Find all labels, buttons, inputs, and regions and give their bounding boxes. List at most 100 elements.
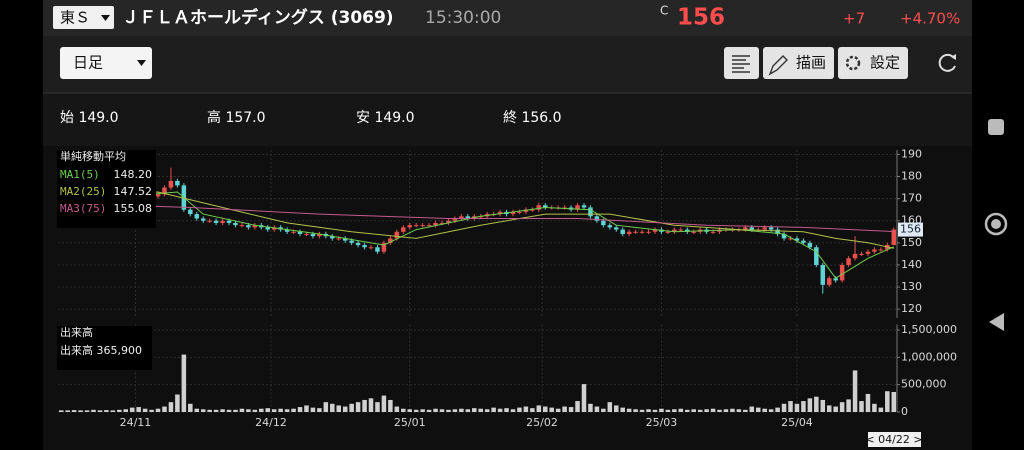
- volume-bar: [297, 407, 303, 412]
- candle-body: [788, 238, 793, 240]
- candle-body: [310, 234, 316, 237]
- draw-button[interactable]: [763, 47, 834, 79]
- volume-bar: [104, 410, 109, 412]
- refresh-icon[interactable]: [938, 53, 956, 72]
- ohlc-item: 終 156.0: [503, 110, 562, 126]
- volume-bar: [259, 408, 264, 412]
- candle-body: [523, 209, 529, 212]
- candle-body: [349, 240, 354, 243]
- candle-body: [330, 236, 335, 239]
- market-select[interactable]: [53, 6, 114, 29]
- volume-bar: [355, 402, 361, 412]
- candle-body: [852, 253, 858, 259]
- x-tick-label: 24/11: [120, 416, 152, 429]
- volume-bar: [523, 406, 529, 412]
- volume-bar: [504, 408, 509, 412]
- candle-body: [878, 249, 884, 251]
- y-tick-label: 180: [901, 170, 922, 183]
- change-pct: +4.70%: [900, 10, 960, 28]
- settings-button[interactable]: [838, 47, 908, 79]
- volume-bar: [839, 402, 845, 412]
- candle-body: [607, 225, 613, 228]
- y-tick-label: 190: [901, 147, 922, 160]
- candle-body: [891, 229, 897, 246]
- ohlc-label: 安: [356, 110, 370, 126]
- candle-body: [601, 220, 606, 226]
- volume-bar: [704, 409, 709, 412]
- volume-bar: [239, 408, 245, 412]
- candle-body: [581, 205, 587, 208]
- volume-bar: [775, 407, 780, 412]
- volume-bar: [413, 409, 419, 412]
- candle-body: [401, 227, 406, 232]
- volume-bar: [246, 409, 251, 412]
- back-button[interactable]: [989, 313, 1004, 331]
- x-tick-label: 25/01: [394, 416, 426, 429]
- volume-bar: [91, 409, 96, 412]
- volume-bar: [129, 407, 135, 412]
- flag: C: [660, 4, 668, 18]
- candle-body: [304, 234, 309, 235]
- candle-body: [446, 220, 451, 223]
- volume-bar: [194, 408, 200, 412]
- volume-bar: [484, 409, 490, 412]
- volume-bar: [446, 409, 451, 412]
- volume-bar: [310, 407, 316, 412]
- candle-body: [271, 227, 277, 230]
- volume-bar: [820, 399, 826, 412]
- candle-body: [839, 264, 845, 281]
- candle-body: [646, 231, 651, 233]
- volume-bar: [407, 409, 412, 412]
- price: 156: [677, 5, 725, 31]
- volume-bar: [472, 408, 477, 412]
- candle-body: [459, 216, 464, 219]
- volume-bar: [891, 391, 897, 412]
- candle-body: [375, 247, 380, 252]
- ohlc-value: 156.0: [521, 110, 561, 126]
- volume-bar: [478, 408, 483, 412]
- volume-bar: [226, 409, 232, 412]
- volume-bar: [188, 403, 193, 412]
- time: 15:30:00: [425, 8, 501, 28]
- period-select[interactable]: [60, 47, 152, 79]
- home-button[interactable]: [984, 212, 1008, 236]
- volume-bar: [71, 410, 77, 412]
- volume-bar: [575, 401, 580, 412]
- candle-body: [439, 222, 445, 224]
- volume-bar: [388, 399, 393, 412]
- candle-body: [872, 249, 877, 252]
- volume-bar: [233, 409, 238, 412]
- panel: 0 500,000 1,000,000 1,500,000: [58, 323, 957, 418]
- volume-bar: [639, 409, 645, 412]
- volume-bar: [278, 408, 283, 412]
- candle-body: [233, 222, 238, 226]
- candle-body: [407, 225, 412, 228]
- candle-body: [433, 222, 438, 226]
- ohlc-label: 始: [60, 110, 74, 126]
- candle-body: [207, 220, 212, 222]
- volume-bar: [58, 410, 64, 412]
- volume-bar: [394, 406, 400, 412]
- volume-bar: [781, 403, 787, 412]
- candle-body: [175, 180, 180, 186]
- volume-bar: [865, 393, 871, 412]
- indicator-button[interactable]: [724, 47, 759, 79]
- volume-bar: [736, 409, 742, 412]
- dropdown-arrow: [137, 60, 146, 66]
- x-tick-label: 25/02: [526, 416, 558, 429]
- candle-body: [368, 247, 374, 249]
- change: +7: [843, 10, 865, 28]
- volume-bar: [375, 402, 380, 412]
- candle-body: [672, 229, 677, 232]
- ohlc-value: 149.0: [374, 110, 414, 126]
- volume-bar: [162, 406, 167, 412]
- candle-body: [213, 220, 219, 223]
- recents-button[interactable]: [988, 119, 1004, 135]
- gear-icon: [845, 55, 861, 71]
- volume-bar: [401, 408, 406, 412]
- legend-name: MA3(75): [60, 202, 106, 215]
- volume-bar: [872, 403, 877, 412]
- volume-bar: [181, 354, 187, 412]
- candle-body: [749, 227, 755, 230]
